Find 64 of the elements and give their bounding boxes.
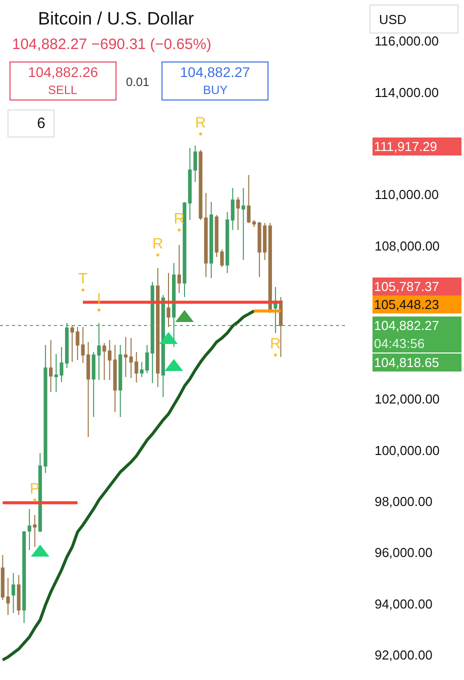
y-tick-label: 110,000.00 xyxy=(374,187,439,202)
candlestick xyxy=(70,324,74,363)
candlestick xyxy=(86,342,90,438)
candlestick xyxy=(156,268,160,388)
candlestick xyxy=(193,144,198,182)
candlestick xyxy=(161,294,165,398)
point xyxy=(97,308,100,312)
annotation: 104,882.26 xyxy=(28,64,98,80)
y-tick-label: 96,000.00 xyxy=(374,545,432,560)
y-tick-label: 102,000.00 xyxy=(374,392,440,407)
candlestick xyxy=(262,222,267,260)
point xyxy=(33,498,36,502)
y-tick-label: 114,000.00 xyxy=(374,84,439,100)
y-tick-label: 98,000.00 xyxy=(374,494,432,510)
y-tick-label: 92,000.00 xyxy=(374,648,432,663)
annotation: SELL xyxy=(48,83,78,97)
candlestick xyxy=(22,530,26,624)
data-label: T xyxy=(78,270,88,288)
y-tick-label: 100,000.00 xyxy=(374,442,440,458)
candlestick xyxy=(12,572,16,614)
candlestick xyxy=(177,244,181,294)
point xyxy=(178,228,181,232)
candlestick xyxy=(28,508,32,550)
y-tick-label: 94,000.00 xyxy=(374,596,432,612)
text: 105,787.37 xyxy=(374,279,440,294)
candlestick xyxy=(172,262,176,348)
candlestick xyxy=(102,342,106,380)
candlestick xyxy=(16,574,21,616)
candlestick xyxy=(166,272,170,328)
annotation: 0.01 xyxy=(126,75,150,89)
candlestick xyxy=(32,514,37,548)
data-label: I xyxy=(96,290,102,308)
candlestick xyxy=(246,174,251,224)
text: 111,917.29 xyxy=(374,139,438,154)
data-label: R xyxy=(195,114,206,132)
line-series xyxy=(1,309,256,662)
text: 104,882.27 −690.31 (−0.65%) xyxy=(12,36,212,53)
candlestick xyxy=(236,196,240,231)
candlestick xyxy=(268,222,272,314)
annotation: BUY xyxy=(203,83,228,97)
data-label: R xyxy=(270,335,282,352)
text: 04:43:56 xyxy=(374,336,425,351)
data-label: R xyxy=(152,235,164,252)
candlestick xyxy=(230,187,234,231)
point xyxy=(81,288,84,292)
text: 105,448.23 xyxy=(374,297,440,312)
point xyxy=(199,132,202,136)
annotation: 104,882.27 xyxy=(180,64,250,80)
point xyxy=(274,354,277,356)
candlestick xyxy=(49,340,53,393)
point xyxy=(156,254,160,256)
candlestick xyxy=(226,212,230,274)
text: USD xyxy=(379,12,406,27)
candlestick xyxy=(140,362,144,378)
text: 104,818.65 xyxy=(374,355,440,370)
candlestick xyxy=(118,344,122,418)
y-tick-label: 116,000.00 xyxy=(374,34,439,49)
text: Bitcoin / U.S. Dollar xyxy=(38,8,194,28)
y-tick-label: 108,000.00 xyxy=(374,238,440,254)
text: 104,882.27 xyxy=(374,318,440,333)
annotation: 6 xyxy=(37,115,46,132)
candlestick xyxy=(279,296,283,358)
candlestick xyxy=(209,202,214,278)
candlestick xyxy=(242,187,246,260)
